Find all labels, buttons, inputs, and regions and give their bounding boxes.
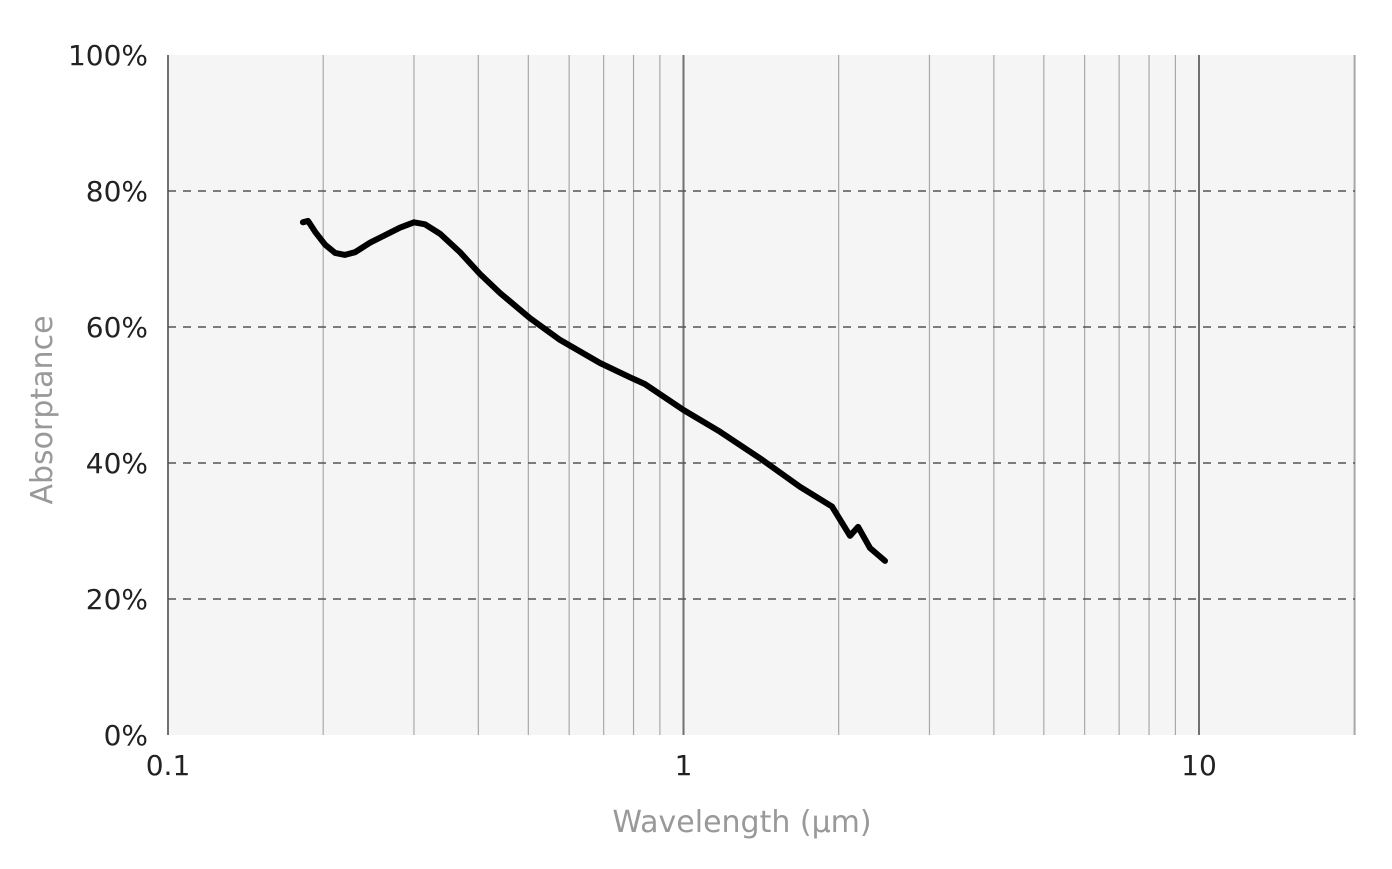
- y-axis-title: Absorptance: [25, 315, 60, 504]
- y-tick-label: 40%: [86, 447, 148, 480]
- x-tick-labels: 0.1 1 10: [146, 749, 1217, 782]
- series-line: [299, 217, 888, 564]
- x-gridlines: [167, 55, 1356, 735]
- y-tick-label: 20%: [86, 583, 148, 616]
- x-tick-label: 10: [1181, 749, 1217, 782]
- y-tick-label: 80%: [86, 175, 148, 208]
- y-tick-label: 60%: [86, 311, 148, 344]
- y-gridlines: [168, 190, 1355, 600]
- y-tick-label: 0%: [104, 719, 148, 752]
- y-tick-label: 100%: [68, 39, 148, 72]
- y-tick-labels: 0% 20% 40% 60% 80% 100%: [68, 39, 148, 752]
- x-tick-label: 1: [675, 749, 693, 782]
- plot-area: [168, 55, 1355, 735]
- x-tick-label: 0.1: [146, 749, 191, 782]
- x-axis-title: Wavelength (µm): [612, 805, 871, 840]
